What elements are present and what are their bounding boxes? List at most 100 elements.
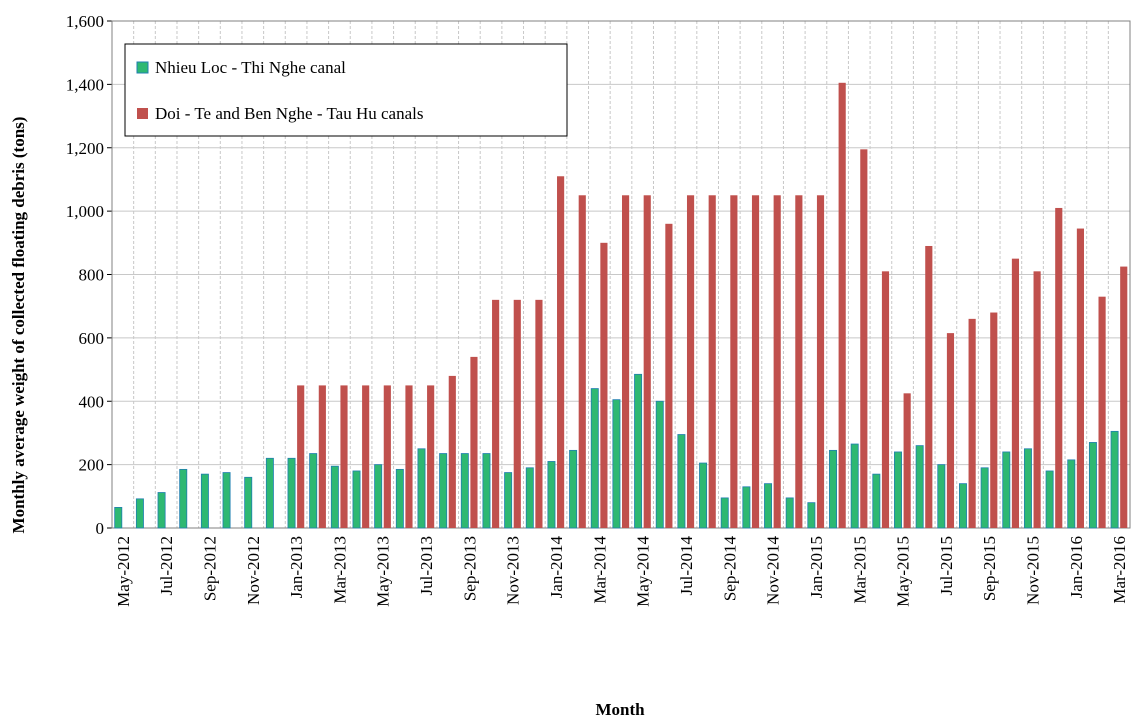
bar [937, 464, 946, 529]
bar [925, 245, 933, 528]
x-tick-label: Jul-2015 [937, 536, 956, 596]
bar [318, 385, 326, 528]
bar [600, 242, 608, 528]
bar [525, 467, 534, 529]
bar [200, 473, 209, 529]
bar [1076, 228, 1084, 528]
bar [405, 385, 413, 528]
bar [795, 195, 803, 528]
legend-swatch [137, 108, 148, 119]
x-tick-label: May-2015 [894, 536, 913, 607]
y-axis-label: Monthly average weight of collected floa… [9, 117, 28, 534]
bar [179, 468, 188, 529]
bar [1033, 271, 1041, 528]
bar [612, 399, 621, 529]
y-tick-label: 200 [79, 456, 105, 475]
legend-label: Doi - Te and Ben Nghe - Tau Hu canals [155, 104, 423, 123]
x-tick-label: Nov-2014 [764, 536, 783, 605]
bar [785, 497, 794, 529]
x-tick-label: Nov-2012 [244, 536, 263, 605]
bar [383, 385, 391, 528]
bar [535, 299, 543, 528]
bar [482, 453, 491, 529]
bar [578, 195, 586, 528]
bar [590, 388, 599, 529]
legend-box [124, 43, 568, 137]
bar [665, 223, 673, 529]
x-tick-label: Jul-2012 [157, 536, 176, 596]
bar [881, 271, 890, 528]
bar [829, 449, 837, 529]
bar [309, 453, 318, 529]
bar [807, 502, 816, 529]
bar [1098, 296, 1106, 528]
x-tick-label: May-2014 [634, 536, 653, 607]
bar [569, 449, 578, 529]
bar [352, 470, 361, 529]
bar [686, 195, 695, 528]
bar [968, 318, 976, 528]
x-tick-label: Nov-2015 [1024, 536, 1043, 605]
bar [622, 195, 630, 528]
bar [330, 465, 339, 529]
bar [244, 476, 253, 529]
bar [1002, 451, 1011, 529]
bar [850, 443, 859, 529]
bar [222, 472, 231, 529]
bar [547, 461, 556, 529]
bar [157, 492, 166, 529]
bar [470, 356, 478, 528]
bar [1067, 459, 1076, 529]
bar [340, 385, 348, 528]
bar [1055, 207, 1063, 529]
bar [374, 464, 383, 529]
bar [946, 333, 955, 528]
bar [427, 385, 435, 528]
x-tick-label: Sep-2013 [460, 536, 479, 601]
x-tick-label: Nov-2013 [504, 536, 523, 605]
bar [135, 498, 144, 529]
bar [720, 497, 729, 529]
bar [655, 400, 664, 529]
bar [990, 312, 998, 528]
bar [838, 82, 846, 529]
bar [557, 176, 565, 529]
y-tick-label: 800 [79, 266, 105, 285]
x-tick-label: Mar-2013 [330, 536, 349, 604]
bar [915, 445, 924, 529]
y-tick-label: 0 [96, 519, 105, 538]
x-tick-label: Jan-2015 [807, 536, 826, 598]
bar [959, 483, 967, 529]
y-tick-label: 600 [79, 329, 105, 348]
bar [860, 149, 868, 528]
x-tick-label: Mar-2015 [850, 536, 869, 604]
y-tick-label: 1,000 [66, 202, 104, 221]
bar [417, 448, 426, 529]
x-axis-label: Month [595, 700, 645, 719]
x-tick-label: Sep-2014 [720, 536, 739, 602]
bar [903, 393, 911, 528]
x-tick-label: May-2013 [374, 536, 393, 607]
bar [764, 483, 773, 529]
bar [1088, 442, 1097, 529]
bar [894, 451, 902, 529]
bar [980, 467, 989, 529]
x-tick-label: Jan-2016 [1067, 536, 1086, 598]
bar [395, 468, 404, 529]
bar [439, 453, 448, 529]
bar [287, 457, 296, 529]
legend-swatch [136, 61, 149, 74]
y-tick-label: 1,400 [66, 75, 104, 94]
bar [460, 453, 469, 529]
bar [1045, 470, 1054, 529]
y-tick-label: 1,600 [66, 12, 104, 31]
x-tick-label: Mar-2016 [1110, 536, 1129, 604]
bar [362, 385, 370, 528]
bar [114, 507, 123, 529]
x-tick-label: Jan-2014 [547, 536, 566, 599]
bar [1110, 430, 1119, 529]
bar [742, 486, 751, 529]
bar [634, 373, 643, 529]
bar [708, 195, 716, 528]
